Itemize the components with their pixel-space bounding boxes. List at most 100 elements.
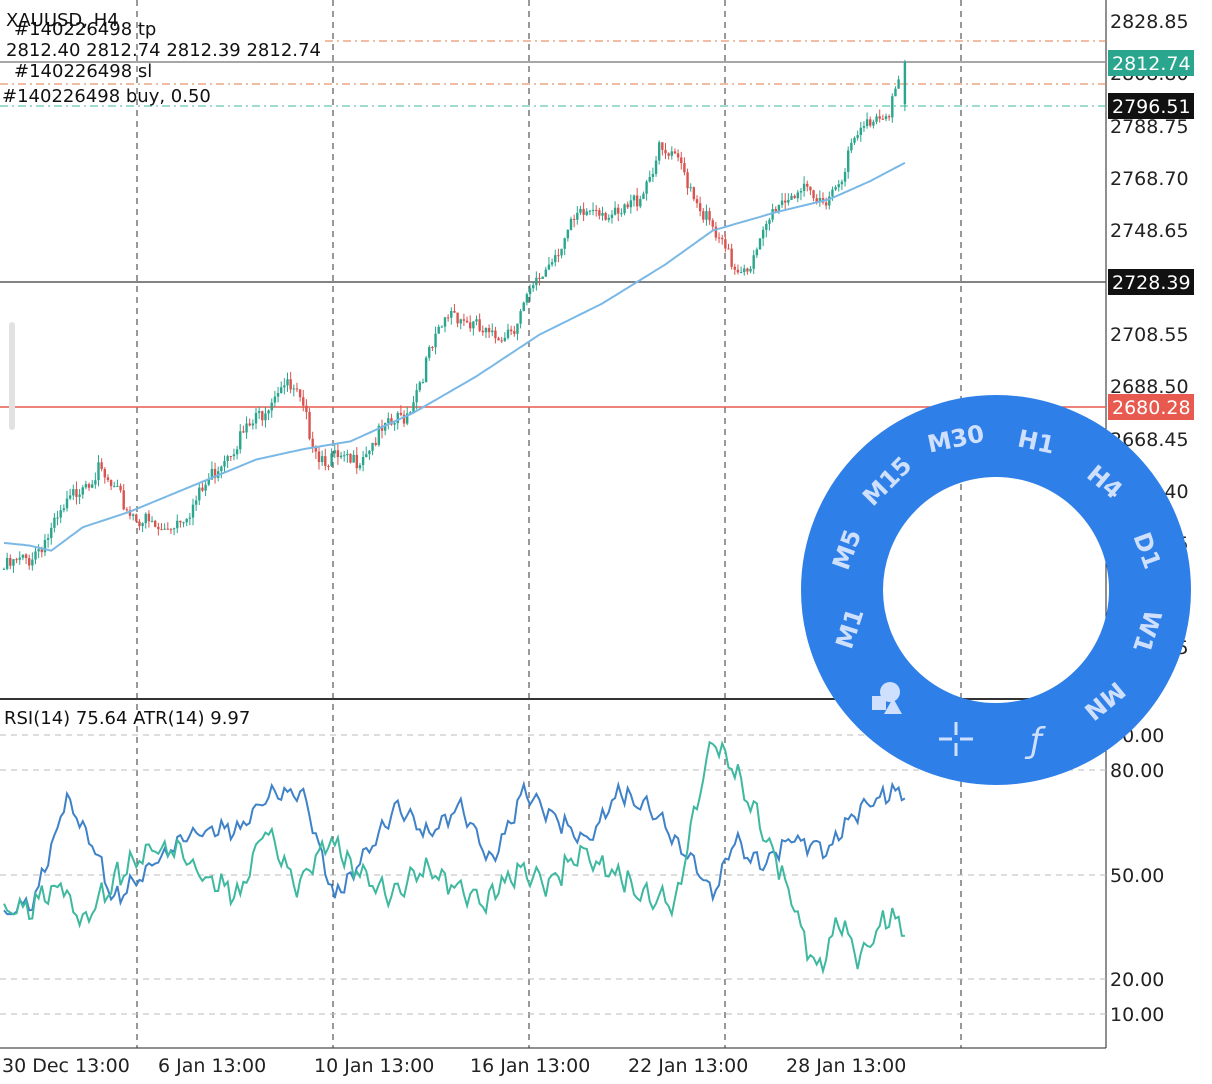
candle-body bbox=[254, 412, 258, 424]
candle-body bbox=[28, 558, 31, 566]
candle-body bbox=[711, 220, 714, 227]
sl-label[interactable]: #140226498 sl bbox=[14, 61, 153, 82]
candle-body bbox=[497, 338, 500, 341]
candle-body bbox=[582, 208, 585, 215]
candle-body bbox=[664, 149, 667, 154]
candle-body bbox=[383, 423, 387, 431]
candle-body bbox=[503, 337, 507, 341]
buy-label[interactable]: #140226498 buy, 0.50 bbox=[2, 86, 211, 107]
candle-body bbox=[758, 238, 762, 250]
current-price-badge: 2812.74 bbox=[1108, 50, 1194, 76]
candle-body bbox=[320, 456, 324, 463]
candle-body bbox=[418, 382, 421, 391]
candle-body bbox=[824, 202, 828, 206]
candle-body bbox=[147, 513, 151, 522]
candle-body bbox=[692, 187, 696, 200]
candle-body bbox=[843, 171, 847, 182]
candle-body bbox=[875, 116, 878, 122]
red-level-badge: 2680.28 bbox=[1108, 394, 1194, 420]
candle-body bbox=[610, 214, 614, 218]
candle-body bbox=[18, 557, 21, 560]
candle-body bbox=[34, 551, 37, 560]
candle-body bbox=[847, 150, 850, 172]
candle-body bbox=[695, 199, 699, 204]
indicator-tick: 20.00 bbox=[1110, 969, 1164, 991]
candle-body bbox=[37, 549, 40, 552]
candle-body bbox=[717, 237, 721, 239]
tp-label[interactable]: #140226498 tp bbox=[14, 19, 157, 40]
candle-body bbox=[465, 320, 469, 323]
candle-body bbox=[462, 319, 466, 321]
candle-body bbox=[431, 346, 434, 348]
candle-body bbox=[128, 510, 132, 516]
price-tick: 2668.45 bbox=[1110, 429, 1189, 451]
candle-body bbox=[434, 333, 437, 348]
crosshair-icon[interactable] bbox=[939, 722, 973, 756]
candle-body bbox=[283, 385, 286, 388]
candle-body bbox=[828, 196, 831, 206]
candle-body bbox=[765, 223, 768, 230]
candle-body bbox=[676, 153, 680, 158]
candle-body bbox=[201, 487, 204, 491]
candle-body bbox=[661, 142, 664, 150]
candle-body bbox=[270, 402, 273, 411]
candle-body bbox=[62, 508, 66, 511]
time-label: 6 Jan 13:00 bbox=[158, 1055, 266, 1077]
candle-body bbox=[169, 529, 173, 531]
candle-body bbox=[818, 198, 822, 203]
candle-body bbox=[787, 199, 790, 203]
candle-body bbox=[50, 527, 53, 539]
candlestick-series bbox=[2, 59, 907, 573]
candle-body bbox=[24, 554, 28, 559]
candle-body bbox=[484, 327, 488, 333]
candle-body bbox=[601, 213, 604, 216]
candle-body bbox=[311, 438, 314, 448]
candle-body bbox=[639, 199, 642, 207]
candle-body bbox=[446, 317, 450, 319]
candle-body bbox=[84, 484, 88, 488]
candle-body bbox=[302, 397, 305, 406]
candle-body bbox=[361, 456, 365, 466]
time-label: 30 Dec 13:00 bbox=[2, 1055, 130, 1077]
candle-body bbox=[109, 479, 113, 487]
price-tick: 2708.55 bbox=[1110, 324, 1189, 346]
candle-body bbox=[245, 423, 248, 433]
candle-body bbox=[509, 329, 513, 332]
candle-body bbox=[651, 173, 655, 178]
candle-body bbox=[59, 510, 62, 518]
candle-body bbox=[708, 211, 711, 221]
candle-body bbox=[226, 456, 229, 461]
candle-body bbox=[623, 204, 626, 214]
candle-body bbox=[339, 455, 343, 458]
candle-body bbox=[456, 312, 459, 324]
candle-body bbox=[749, 268, 752, 272]
scroll-handle[interactable] bbox=[9, 322, 15, 430]
candle-body bbox=[276, 393, 280, 397]
candle-body bbox=[897, 79, 900, 89]
candle-body bbox=[43, 539, 47, 553]
candle-body bbox=[267, 410, 270, 414]
candle-body bbox=[81, 487, 84, 495]
candle-body bbox=[210, 468, 214, 480]
candle-body bbox=[450, 311, 453, 318]
candle-body bbox=[298, 389, 302, 398]
function-icon[interactable]: ƒ bbox=[1024, 721, 1046, 761]
candle-body bbox=[629, 200, 633, 208]
candle-body bbox=[506, 329, 510, 338]
candle-body bbox=[771, 208, 774, 220]
candle-body bbox=[204, 484, 207, 491]
candle-body bbox=[365, 454, 368, 457]
shapes-icon[interactable] bbox=[872, 682, 902, 714]
indicator-tick: 10.00 bbox=[1110, 1004, 1164, 1026]
candle-body bbox=[415, 390, 418, 403]
candle-body bbox=[21, 554, 25, 558]
candle-body bbox=[280, 387, 283, 394]
timeframe-wheel[interactable]: M1 M5 M15 M30 H1 H4 D1 W1 MN ƒ bbox=[801, 395, 1191, 785]
candle-body bbox=[491, 330, 494, 333]
candle-body bbox=[727, 248, 730, 250]
candle-body bbox=[887, 116, 891, 118]
candle-body bbox=[198, 487, 201, 501]
candle-body bbox=[607, 217, 610, 220]
